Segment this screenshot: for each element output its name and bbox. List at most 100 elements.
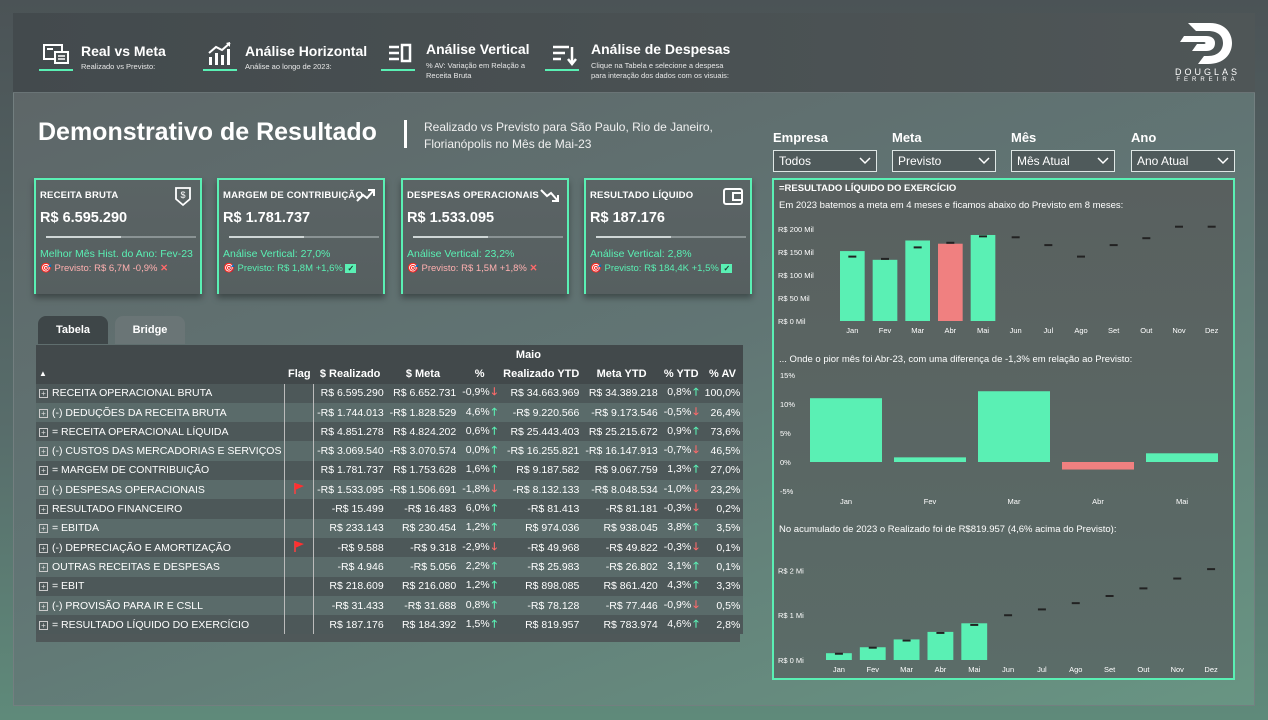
row-label: + = RESULTADO LÍQUIDO DO EXERCÍCIO xyxy=(36,615,286,635)
chevron-down-icon xyxy=(1217,157,1229,165)
table-row[interactable]: + (-) DEPRECIAÇÃO E AMORTIZAÇÃO -R$ 9.588-… xyxy=(36,537,744,558)
y-tick-label: R$ 0 Mil xyxy=(778,317,806,326)
filter-meta[interactable]: Meta Previsto xyxy=(892,130,996,172)
bar xyxy=(872,259,898,321)
x-tick-label: Jan xyxy=(846,326,858,335)
x-tick-label: Mar xyxy=(1008,497,1021,506)
column-header[interactable]: Realizado YTD xyxy=(503,367,580,380)
nav-subtitle: Realizado vs Previsto: xyxy=(81,62,156,71)
column-header[interactable]: % YTD xyxy=(663,367,699,380)
nav-title: Real vs Meta xyxy=(81,43,166,59)
column-header[interactable]: % AV xyxy=(709,367,736,380)
x-tick-label: Dez xyxy=(1204,665,1218,674)
red-flag-icon xyxy=(294,541,305,553)
x-tick-label: Mar xyxy=(911,326,924,335)
expand-icon[interactable]: + xyxy=(39,485,48,495)
table-row[interactable]: + RESULTADO FINANCEIRO -R$ 15.499 -R$ 16.48… xyxy=(36,499,744,519)
tab-tabela[interactable]: Tabela xyxy=(38,316,108,344)
filter-mes[interactable]: Mês Mês Atual xyxy=(1011,130,1115,172)
expand-icon[interactable]: + xyxy=(39,582,48,592)
table-row[interactable]: + = EBITDA R$ 233.143 R$ 230.454 1,2% 🡑 R$ 974… xyxy=(36,518,744,538)
dre-table: Maio ▲ Flag $ Realizado $ Meta% Realizado YT… xyxy=(36,345,744,642)
expand-icon[interactable]: + xyxy=(39,447,48,457)
column-header[interactable]: $ Realizado xyxy=(319,367,381,380)
filter-empresa-select[interactable]: Todos xyxy=(773,150,877,172)
expand-icon[interactable]: + xyxy=(39,620,48,630)
table-row[interactable]: + (-) PROVISÃO PARA IR E CSLL -R$ 31.433 -R… xyxy=(36,595,744,616)
expand-icon[interactable]: + xyxy=(39,524,48,534)
table-row[interactable]: + = EBIT R$ 218.609 R$ 216.080 1,2% 🡑 R$ 898.0… xyxy=(36,576,744,596)
filter-meta-select[interactable]: Previsto xyxy=(892,150,996,172)
expand-icon[interactable]: + xyxy=(39,601,48,611)
table-row[interactable]: + OUTRAS RECEITAS E DESPESAS -R$ 4.946 -R$ … xyxy=(36,557,744,577)
charts-panel: =RESULTADO LÍQUIDO DO EXERCÍCIO Em 2023 … xyxy=(772,178,1235,680)
bar xyxy=(810,398,882,462)
x-tick-label: Abr xyxy=(944,326,956,335)
check-icon: ✓ xyxy=(345,264,357,273)
x-tick-label: Out xyxy=(1140,326,1153,335)
table-row[interactable]: + = RECEITA OPERACIONAL LÍQUIDA R$ 4.851.2… xyxy=(36,422,744,442)
target-icon: 🎯 xyxy=(223,263,235,274)
y-tick-label: 15% xyxy=(780,371,795,380)
check-icon: ✓ xyxy=(721,264,733,273)
bar xyxy=(893,639,920,660)
table-row[interactable]: + = MARGEM DE CONTRIBUIÇÃO R$ 1.781.737 R$ … xyxy=(36,460,744,481)
wallet-icon xyxy=(722,185,744,207)
bar xyxy=(905,240,930,321)
table-row[interactable]: + (-) DEDUÇÕES DA RECEITA BRUTA -R$ 1.744.… xyxy=(36,402,744,423)
x-tick-label: Mai xyxy=(977,326,989,335)
bar xyxy=(1062,462,1134,470)
target-icon: 🎯 xyxy=(40,263,52,274)
expand-icon[interactable]: + xyxy=(39,408,48,418)
kpi-card[interactable]: RECEITA BRUTA R$ 6.595.290 $ Melhor Mês His… xyxy=(34,178,202,294)
kpi-card[interactable]: DESPESAS OPERACIONAIS R$ 1.533.095 Análise… xyxy=(401,178,569,294)
column-header[interactable]: Meta YTD xyxy=(596,367,647,380)
kpi-card[interactable]: MARGEM DE CONTRIBUIÇÃO R$ 1.781.737 Anális… xyxy=(217,178,385,294)
list-icon xyxy=(385,39,415,69)
bar xyxy=(1146,453,1218,462)
table-row[interactable]: + RECEITA OPERACIONAL BRUTA R$ 6.595.290 R$… xyxy=(36,383,744,403)
bar xyxy=(826,653,852,660)
expand-icon[interactable]: + xyxy=(39,505,48,515)
nav-underline xyxy=(545,69,579,71)
nav-subtitle: % AV: Variação em Relação a Receita Bruta xyxy=(426,61,526,80)
nav-subtitle: Análise ao longo de 2023: xyxy=(245,62,332,71)
y-tick-label: 10% xyxy=(780,400,795,409)
x-tick-label: Ago xyxy=(1074,326,1087,335)
table-row[interactable]: + = RESULTADO LÍQUIDO DO EXERCÍCIO R$ 187.… xyxy=(36,615,744,635)
row-label: + = RECEITA OPERACIONAL LÍQUIDA xyxy=(36,422,286,442)
x-tick-label: Jun xyxy=(1010,326,1022,335)
brand-logo: DOUGLAS FERREIRA xyxy=(1170,20,1245,84)
trend-down-icon xyxy=(539,185,561,207)
filter-ano[interactable]: Ano Ano Atual xyxy=(1131,130,1235,172)
kpi-card[interactable]: RESULTADO LÍQUIDO R$ 187.176 Análise Verti… xyxy=(584,178,752,294)
target-icon: 🎯 xyxy=(407,263,419,274)
column-header[interactable]: Flag xyxy=(287,367,311,380)
expand-icon[interactable]: + xyxy=(39,466,48,476)
bar xyxy=(859,647,886,660)
filter-ano-select[interactable]: Ano Atual xyxy=(1131,150,1235,172)
close-icon: ✕ xyxy=(529,263,538,274)
report-icon xyxy=(41,39,71,69)
column-header[interactable]: $ Meta xyxy=(405,367,441,380)
nav-title: Análise Vertical xyxy=(426,41,530,57)
page-title: Demonstrativo de Resultado xyxy=(38,118,377,146)
chart1-subtitle: Em 2023 batemos a meta em 4 meses e fica… xyxy=(779,200,1124,211)
nav-title: Análise Horizontal xyxy=(245,43,368,59)
row-label: + OUTRAS RECEITAS E DESPESAS xyxy=(36,557,286,577)
table-row[interactable]: + (-) CUSTOS DAS MERCADORIAS E SERVIÇOS -R… xyxy=(36,441,744,461)
expand-icon[interactable]: + xyxy=(39,543,48,553)
expand-icon[interactable]: + xyxy=(39,427,48,437)
expand-icon[interactable]: + xyxy=(39,389,48,399)
bar xyxy=(927,631,954,660)
column-header[interactable]: % xyxy=(474,367,485,380)
tab-bridge[interactable]: Bridge xyxy=(115,316,185,344)
chart-resultado-mensal: R$ 0 Mil R$ 50 Mil R$ 100 Mil R$ 150 Mil R$ … xyxy=(778,225,1219,335)
x-tick-label: Abr xyxy=(935,665,947,674)
expand-icon[interactable]: + xyxy=(39,562,48,572)
table-row[interactable]: + (-) DESPESAS OPERACIONAIS -R$ 1.533.095-… xyxy=(36,480,744,500)
sort-icon xyxy=(549,39,579,69)
x-tick-label: Jan xyxy=(840,497,852,506)
filter-empresa[interactable]: Empresa Todos xyxy=(773,130,877,172)
filter-mes-select[interactable]: Mês Atual xyxy=(1011,150,1115,172)
